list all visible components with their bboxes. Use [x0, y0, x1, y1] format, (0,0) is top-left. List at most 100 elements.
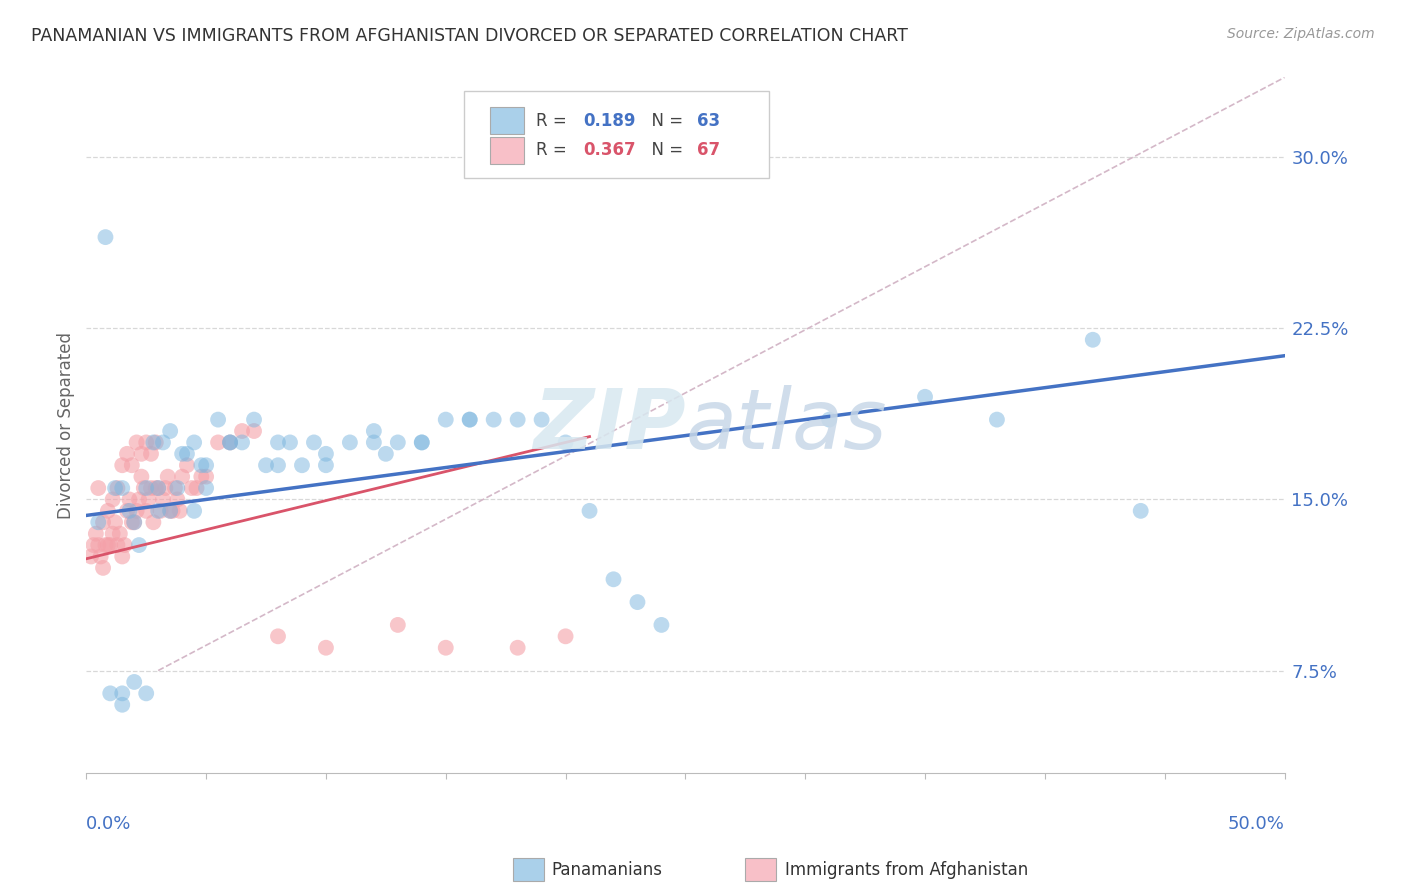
- Point: [626, 595, 648, 609]
- Point: [166, 481, 188, 495]
- Point: [183, 435, 205, 450]
- Point: [148, 481, 170, 495]
- Point: [172, 447, 194, 461]
- Point: [90, 549, 112, 564]
- Point: [411, 435, 433, 450]
- Point: [195, 481, 218, 495]
- Point: [530, 412, 553, 426]
- Point: [183, 504, 205, 518]
- Point: [139, 481, 162, 495]
- Point: [159, 504, 181, 518]
- Point: [135, 686, 157, 700]
- Point: [506, 412, 529, 426]
- Point: [121, 458, 143, 473]
- Y-axis label: Divorced or Separated: Divorced or Separated: [58, 332, 75, 519]
- Point: [107, 481, 129, 495]
- Point: [243, 424, 266, 438]
- Point: [115, 504, 138, 518]
- Point: [135, 504, 157, 518]
- Point: [254, 458, 277, 473]
- Text: R =: R =: [536, 112, 572, 129]
- Point: [148, 481, 170, 495]
- Point: [118, 492, 141, 507]
- Point: [219, 435, 242, 450]
- Point: [121, 515, 143, 529]
- Point: [125, 504, 148, 518]
- Point: [207, 412, 229, 426]
- Point: [186, 481, 208, 495]
- Point: [122, 675, 145, 690]
- Point: [578, 504, 600, 518]
- Point: [152, 492, 174, 507]
- Text: ZIP: ZIP: [533, 384, 685, 466]
- Point: [131, 447, 153, 461]
- Point: [91, 515, 114, 529]
- Text: 67: 67: [697, 142, 720, 160]
- Point: [142, 435, 165, 450]
- Text: 63: 63: [697, 112, 720, 129]
- Point: [148, 504, 170, 518]
- Point: [87, 481, 110, 495]
- Point: [104, 481, 127, 495]
- Point: [152, 435, 174, 450]
- Text: Panamanians: Panamanians: [551, 861, 662, 879]
- Text: Source: ZipAtlas.com: Source: ZipAtlas.com: [1227, 27, 1375, 41]
- Point: [128, 492, 150, 507]
- Point: [291, 458, 314, 473]
- Point: [207, 435, 229, 450]
- Point: [195, 469, 218, 483]
- Point: [302, 435, 325, 450]
- Point: [986, 412, 1008, 426]
- FancyBboxPatch shape: [464, 91, 769, 178]
- Point: [94, 230, 117, 244]
- Point: [84, 526, 107, 541]
- Point: [111, 686, 134, 700]
- Point: [387, 435, 409, 450]
- Point: [135, 481, 157, 495]
- Point: [101, 492, 124, 507]
- Point: [145, 435, 167, 450]
- Point: [169, 504, 191, 518]
- Text: 0.367: 0.367: [583, 142, 636, 160]
- Point: [315, 640, 337, 655]
- Point: [149, 504, 172, 518]
- Point: [97, 538, 120, 552]
- Text: 50.0%: 50.0%: [1227, 815, 1285, 833]
- Point: [374, 447, 396, 461]
- Point: [91, 561, 114, 575]
- Point: [267, 458, 290, 473]
- Point: [111, 698, 134, 712]
- Point: [122, 515, 145, 529]
- Point: [180, 481, 202, 495]
- FancyBboxPatch shape: [491, 137, 523, 164]
- Point: [159, 504, 181, 518]
- Point: [104, 515, 127, 529]
- Point: [135, 435, 157, 450]
- Point: [107, 538, 129, 552]
- Point: [176, 447, 198, 461]
- Point: [111, 481, 134, 495]
- Point: [94, 538, 117, 552]
- Point: [267, 435, 290, 450]
- Text: N =: N =: [641, 112, 689, 129]
- Point: [363, 424, 385, 438]
- Point: [80, 549, 103, 564]
- Text: PANAMANIAN VS IMMIGRANTS FROM AFGHANISTAN DIVORCED OR SEPARATED CORRELATION CHAR: PANAMANIAN VS IMMIGRANTS FROM AFGHANISTA…: [31, 27, 908, 45]
- Point: [190, 469, 212, 483]
- Point: [98, 686, 121, 700]
- Text: R =: R =: [536, 142, 572, 160]
- Point: [122, 515, 145, 529]
- Point: [434, 412, 457, 426]
- Point: [163, 481, 186, 495]
- Point: [278, 435, 301, 450]
- Point: [231, 435, 253, 450]
- Point: [162, 504, 184, 518]
- Point: [142, 515, 165, 529]
- Point: [118, 504, 141, 518]
- Text: 0.0%: 0.0%: [86, 815, 132, 833]
- Point: [315, 447, 337, 461]
- Point: [111, 458, 134, 473]
- Point: [131, 469, 153, 483]
- Point: [458, 412, 481, 426]
- Point: [159, 424, 181, 438]
